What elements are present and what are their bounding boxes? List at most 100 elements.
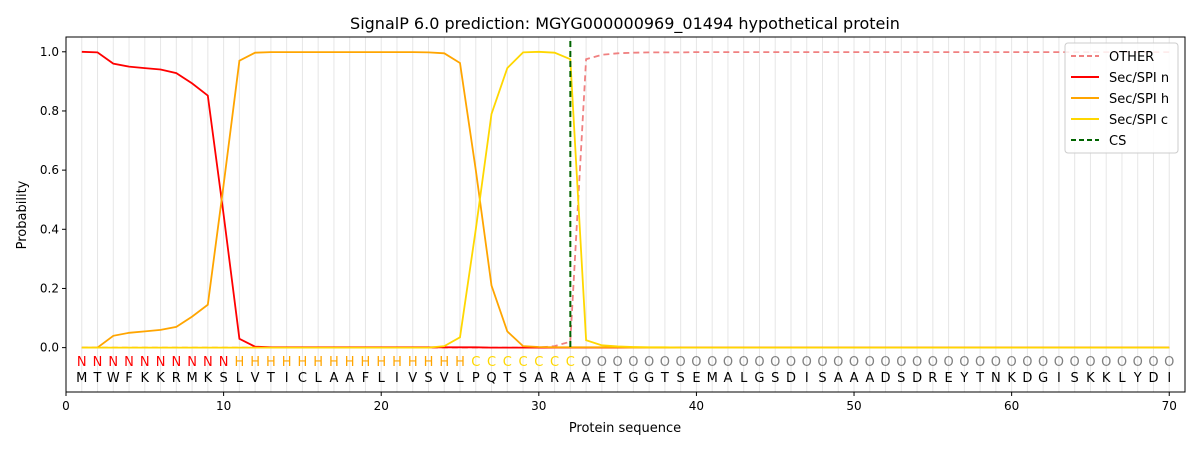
residue-label: P [472,371,480,386]
residue-label: A [850,371,859,386]
region-label: N [187,355,197,370]
region-label: O [959,355,969,370]
region-label: H [313,355,323,370]
series-sec-spi-c-line [81,50,1170,349]
residue-label: S [219,371,227,386]
region-label: O [912,355,922,370]
residue-label: D [881,371,891,386]
region-label: O [802,355,812,370]
residue-label: S [771,371,779,386]
residue-label: L [740,371,748,386]
region-label: O [786,355,796,370]
region-label: N [77,355,87,370]
region-label: C [566,355,575,370]
residue-label: S [677,371,685,386]
region-label: O [770,355,780,370]
residue-label: R [172,371,181,386]
residue-label: K [204,371,213,386]
legend-label: OTHER [1109,50,1154,65]
residue-label: R [550,371,559,386]
region-label: C [534,355,543,370]
legend-label: Sec/SPI h [1109,92,1169,107]
region-label: O [691,355,701,370]
region-label: O [1085,355,1095,370]
region-label: C [503,355,512,370]
residue-label: M [707,371,718,386]
region-label: O [1101,355,1111,370]
residue-label: E [944,371,952,386]
legend-label: Sec/SPI n [1109,71,1169,86]
x-axis-label: Protein sequence [569,421,681,436]
residue-label: T [975,371,984,386]
residue-label: A [534,371,543,386]
x-tick-label: 40 [689,399,704,413]
region-label: N [156,355,166,370]
region-label: H [455,355,465,370]
residue-label: I [805,371,809,386]
region-label: N [219,355,229,370]
residue-label: A [566,371,575,386]
region-label: H [282,355,292,370]
region-label: O [676,355,686,370]
residue-label: R [928,371,937,386]
x-tick-label: 60 [1004,399,1019,413]
legend-label: Sec/SPI c [1109,113,1168,128]
residue-label: D [912,371,922,386]
axis-ticks: 0 10 20 30 40 50 60 70 0.0 0.2 0.4 0.6 0.8 1.0 [40,45,1177,413]
region-label: O [628,355,638,370]
residue-label: V [251,371,260,386]
residue-label: G [754,371,764,386]
region-label: O [723,355,733,370]
residue-label: K [1102,371,1111,386]
region-label: O [739,355,749,370]
region-label: O [707,355,717,370]
residue-label: V [440,371,449,386]
residue-label: T [93,371,102,386]
residue-label: I [1057,371,1061,386]
residue-label: K [1086,371,1095,386]
legend-label: CS [1109,134,1126,149]
residue-label: N [991,371,1001,386]
region-label: N [203,355,213,370]
region-label: C [519,355,528,370]
y-tick-label: 0.6 [40,163,59,177]
region-label: O [1022,355,1032,370]
region-label: O [991,355,1001,370]
series-lines [81,41,1170,349]
region-label: O [896,355,906,370]
residue-label: V [408,371,417,386]
residue-label: T [613,371,622,386]
region-label: H [392,355,402,370]
residue-label: T [502,371,511,386]
region-label: O [833,355,843,370]
series-sec-spi-n-line [81,50,1170,349]
region-label: H [361,355,371,370]
region-label: O [865,355,875,370]
residue-label: A [329,371,338,386]
region-label: O [1038,355,1048,370]
residue-label: S [424,371,432,386]
series-sec-spi-h-line [81,51,1170,349]
residue-label: G [628,371,638,386]
plot-frame [65,36,1186,393]
residue-label: A [345,371,354,386]
region-label: O [943,355,953,370]
region-label: O [849,355,859,370]
residue-label: T [266,371,275,386]
region-label: O [928,355,938,370]
y-tick-label: 0.2 [40,281,59,295]
residue-label: I [395,371,399,386]
residue-label: D [1022,371,1032,386]
legend-box [1064,42,1179,154]
residue-label: Y [959,371,968,386]
residue-label: L [1118,371,1126,386]
region-label: N [140,355,150,370]
region-label: N [93,355,103,370]
residue-label: M [76,371,87,386]
region-label: O [581,355,591,370]
x-tick-label: 70 [1162,399,1177,413]
residue-label: F [125,371,132,386]
region-label: H [439,355,449,370]
